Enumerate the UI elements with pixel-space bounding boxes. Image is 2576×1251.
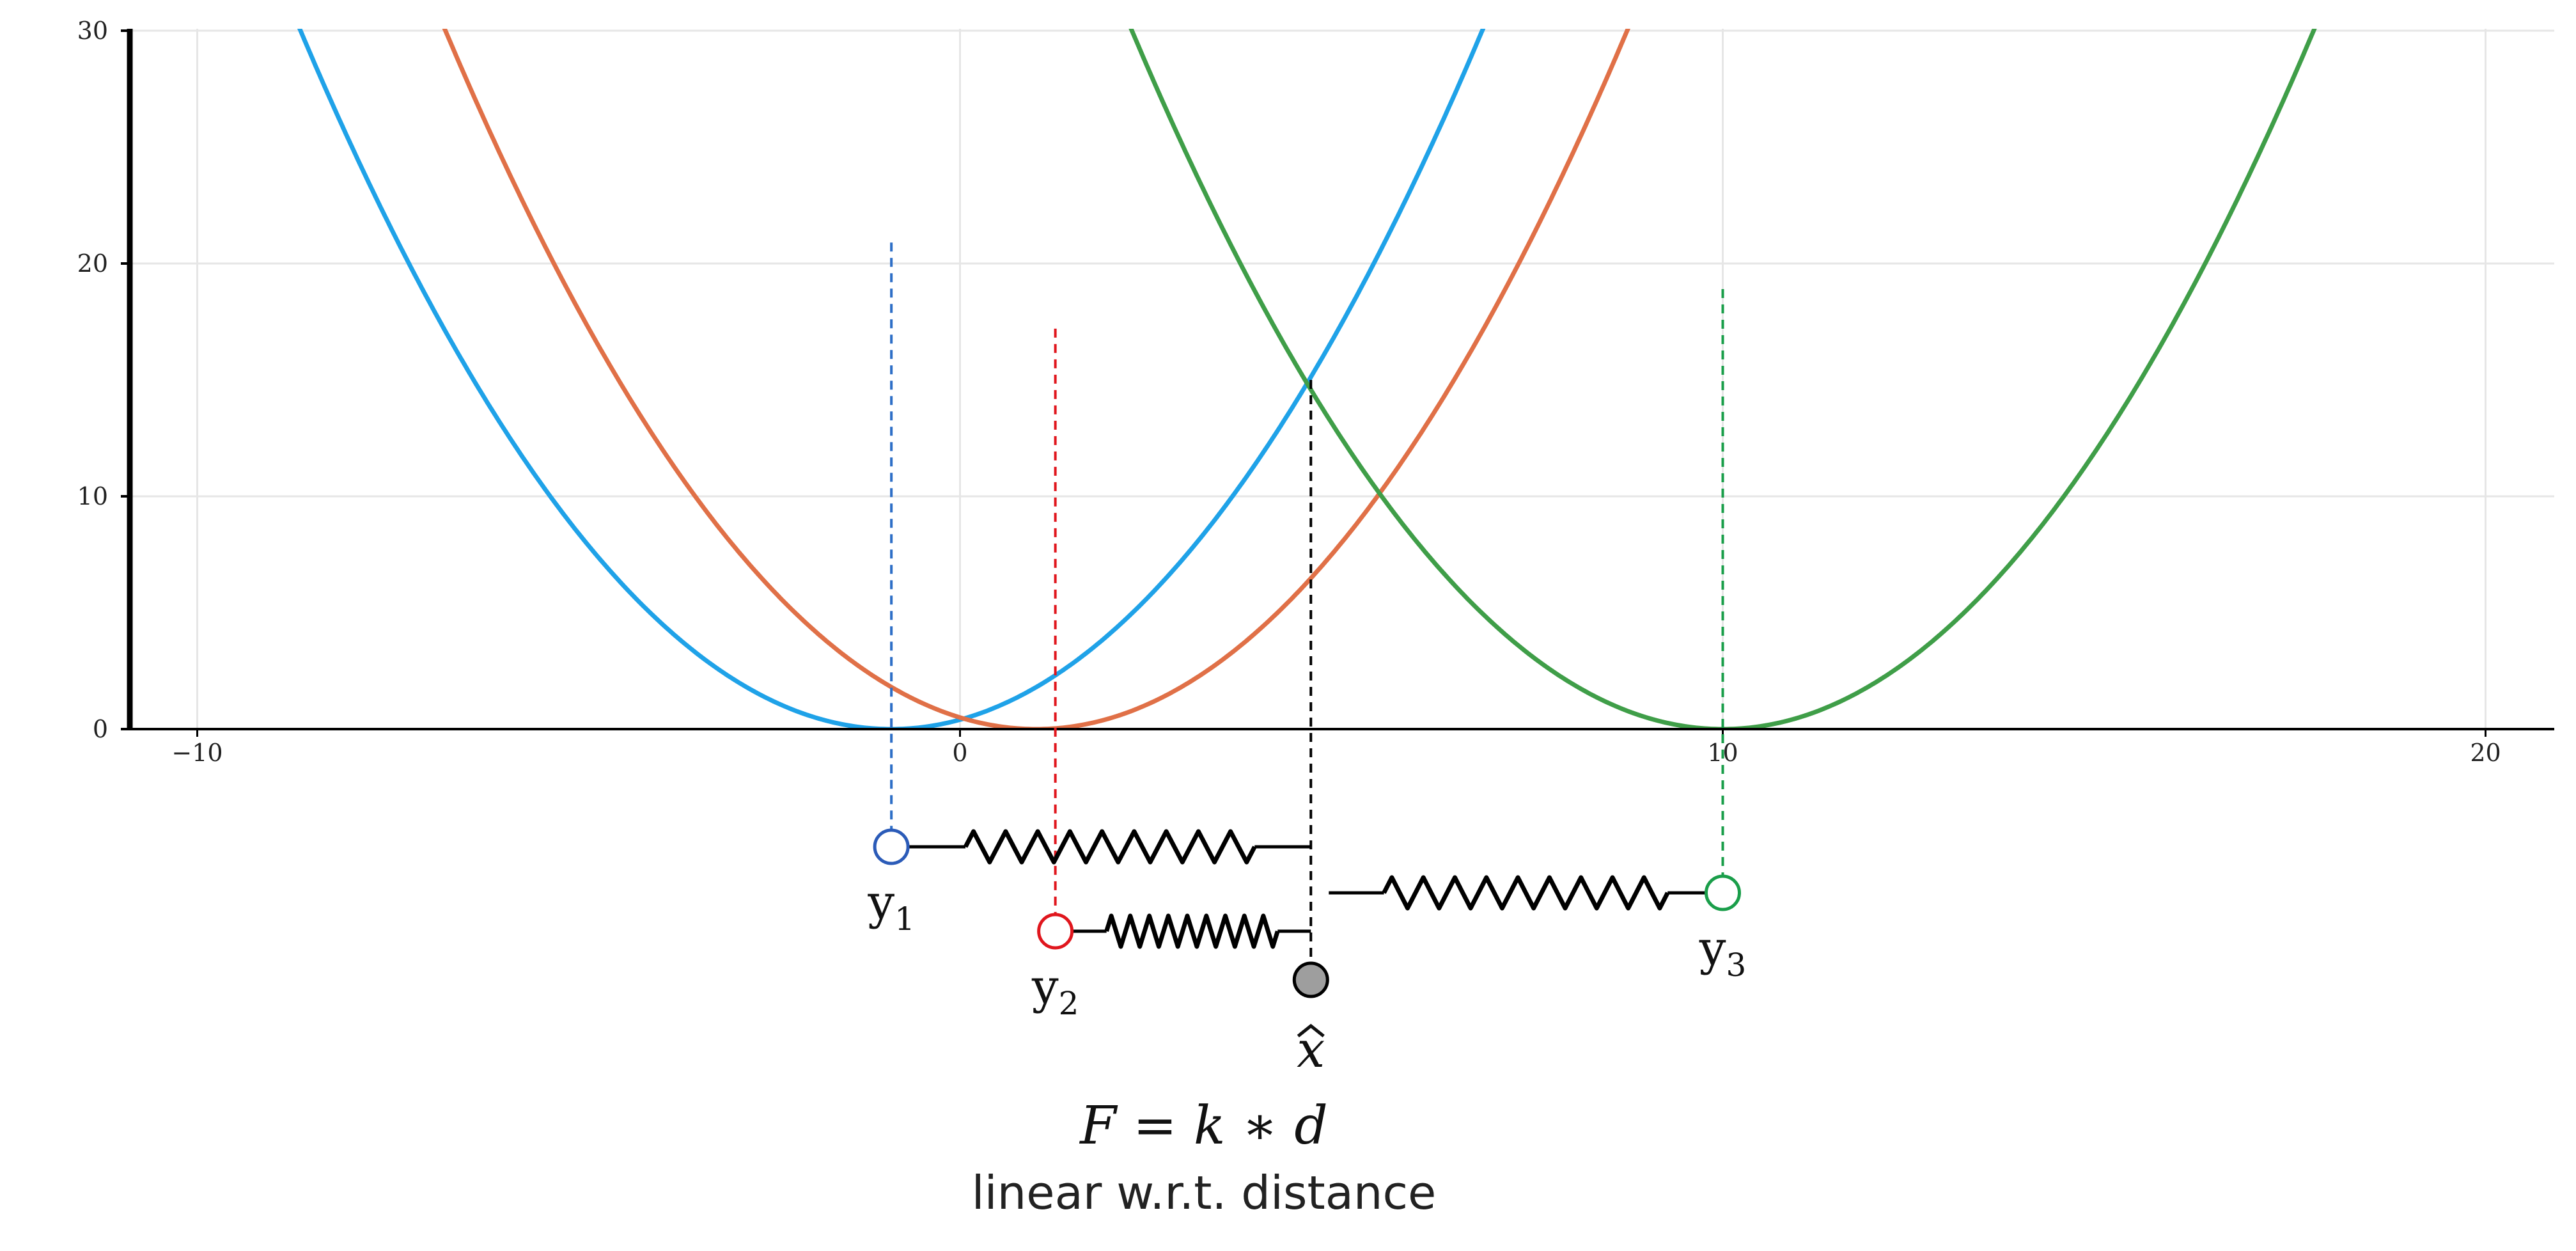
obs-2-subscript: 2 xyxy=(1059,985,1079,1022)
parabola-curves xyxy=(297,29,2317,729)
y-tick-label: 0 xyxy=(93,715,108,743)
observation-markers: y1 y2 y3 x xyxy=(867,828,1747,1079)
spring-diagram xyxy=(909,829,1723,949)
grid-lines xyxy=(130,29,2554,729)
axes xyxy=(127,29,2554,730)
caption-label: linear w.r.t. distance xyxy=(972,1166,1437,1220)
estimate-label: x xyxy=(1297,1021,1325,1079)
obs-3-subscript: 3 xyxy=(1726,947,1747,984)
obs-3-label: y3 xyxy=(1699,921,1747,984)
obs-1-subscript: 1 xyxy=(894,901,915,938)
series-1-curve xyxy=(297,29,1486,729)
series-2-curve xyxy=(442,29,1630,729)
estimate-hat xyxy=(1297,1023,1325,1037)
spring-2-coil xyxy=(1104,913,1280,949)
estimate-marker xyxy=(1292,961,1329,998)
y-tick-label: 20 xyxy=(77,249,108,278)
spring-3-coil xyxy=(1382,875,1670,911)
obs-2-label: y2 xyxy=(1031,959,1079,1022)
formula-label: F = k ∗ d xyxy=(1079,1096,1328,1156)
spring-1-coil xyxy=(963,829,1257,865)
obs-1-marker xyxy=(873,828,910,865)
dashed-guide-lines xyxy=(890,242,1724,962)
x-tick-label: −10 xyxy=(171,739,222,767)
x-tick-label: 0 xyxy=(952,739,967,767)
obs-1-label: y1 xyxy=(867,875,915,938)
y-tick-label: 10 xyxy=(77,482,108,510)
x-tick-label: 20 xyxy=(2470,739,2501,767)
obs-3-marker xyxy=(1705,874,1741,911)
y-tick-label: 30 xyxy=(77,17,108,45)
obs-2-marker xyxy=(1037,913,1074,950)
series-3-curve xyxy=(1128,29,2317,729)
